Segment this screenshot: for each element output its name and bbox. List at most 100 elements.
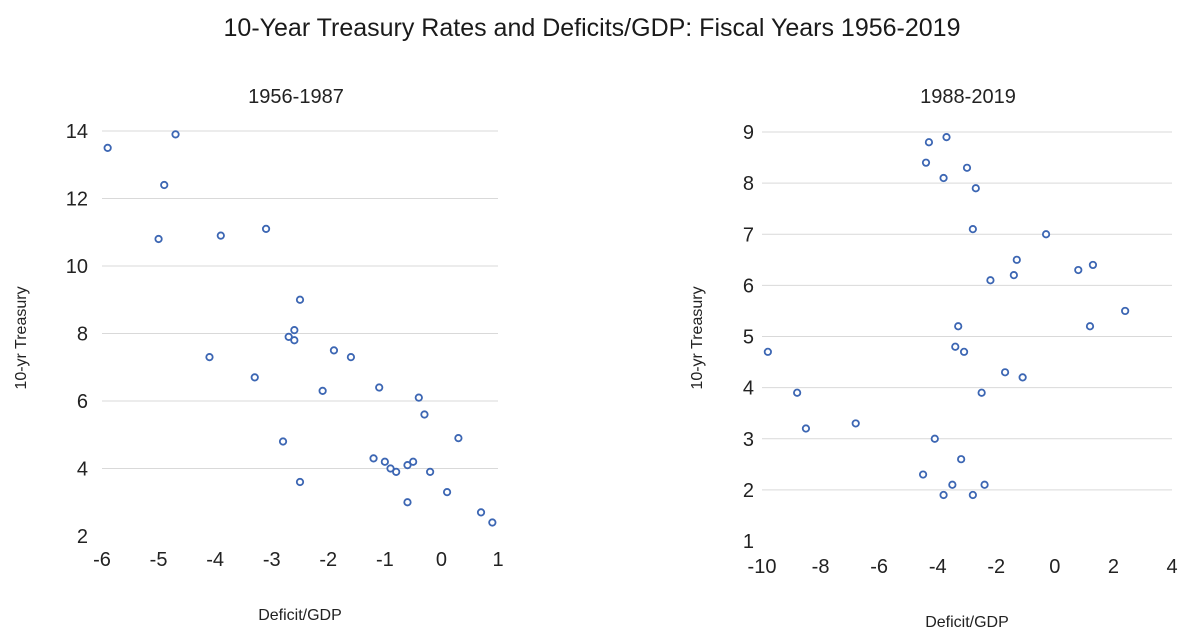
- data-point: [216, 231, 225, 240]
- y-tick-label: 12: [66, 189, 88, 211]
- y-tick-label: 6: [77, 391, 88, 413]
- data-point: [1018, 373, 1027, 382]
- data-point: [763, 347, 772, 356]
- y-tick-label: 6: [743, 275, 754, 297]
- data-point: [918, 470, 928, 479]
- x-tick-label: 2: [1108, 556, 1119, 578]
- y-tick-label: 8: [743, 173, 754, 195]
- x-tick-label: 0: [1049, 556, 1060, 578]
- x-axis-label: Deficit/GDP: [925, 614, 1009, 631]
- y-tick-label: 9: [743, 122, 754, 144]
- x-tick-label: -2: [319, 549, 337, 571]
- data-point: [962, 163, 972, 172]
- y-tick-label: 14: [66, 121, 88, 143]
- y-tick-label: 3: [743, 429, 754, 451]
- data-point: [977, 388, 986, 397]
- data-point: [295, 295, 305, 304]
- data-point: [403, 498, 412, 507]
- y-tick-label: 2: [743, 480, 754, 502]
- data-point: [392, 467, 401, 476]
- data-point: [1041, 230, 1051, 239]
- data-point: [1012, 255, 1021, 264]
- data-point: [290, 336, 299, 345]
- data-point: [250, 373, 259, 382]
- data-point: [403, 461, 412, 470]
- data-point: [329, 346, 339, 355]
- data-point: [924, 138, 934, 147]
- x-tick-label: -10: [748, 556, 777, 578]
- x-tick-label: -4: [206, 549, 224, 571]
- data-point: [160, 180, 169, 190]
- data-point: [420, 410, 429, 419]
- data-point: [957, 455, 966, 464]
- x-tick-label: -3: [263, 549, 281, 571]
- data-point: [942, 133, 951, 142]
- data-point: [290, 326, 299, 335]
- data-point: [154, 234, 163, 244]
- data-point: [939, 173, 948, 183]
- x-tick-label: -6: [870, 556, 888, 578]
- data-point: [968, 490, 977, 500]
- figure-title: 10-Year Treasury Rates and Deficits/GDP:…: [223, 14, 961, 42]
- data-point: [930, 434, 939, 443]
- data-point: [1085, 322, 1095, 331]
- data-point: [103, 143, 112, 152]
- data-point: [369, 454, 378, 463]
- data-point: [1074, 265, 1083, 275]
- data-point: [939, 490, 948, 500]
- data-point: [375, 383, 384, 392]
- data-point: [951, 342, 960, 351]
- y-tick-label: 10: [66, 256, 88, 278]
- data-point: [968, 225, 977, 234]
- chart-right: 1988-2019 1 2 3 4 5 6 7 8 9 -10 -8 -6 -4 -2 0 2 4 Deficit/…: [689, 86, 1178, 631]
- y-tick-label: 5: [743, 327, 754, 349]
- data-point: [948, 480, 957, 489]
- data-point: [1088, 260, 1098, 270]
- y-tick-label: 4: [77, 459, 88, 481]
- data-point: [959, 347, 969, 356]
- x-tick-label: 0: [436, 549, 447, 571]
- y-tick-label: 1: [743, 531, 754, 553]
- data-point: [971, 184, 980, 193]
- data-point: [295, 477, 305, 487]
- y-tick-label: 2: [77, 526, 88, 548]
- data-point: [261, 224, 271, 233]
- data-point: [1009, 271, 1018, 280]
- data-point: [488, 518, 497, 527]
- data-point: [986, 276, 995, 285]
- y-tick-label: 4: [743, 378, 754, 400]
- data-point: [476, 508, 486, 517]
- data-point: [318, 386, 327, 395]
- data-point: [278, 437, 288, 446]
- x-tick-label: -1: [376, 549, 394, 571]
- x-tick-label: -6: [93, 549, 111, 571]
- x-tick-label: -2: [987, 556, 1005, 578]
- y-axis-label: 10-yr Treasury: [689, 286, 706, 389]
- y-tick-label: 7: [743, 224, 754, 246]
- data-point: [284, 332, 293, 341]
- data-point: [426, 467, 435, 476]
- x-tick-label: 1: [492, 549, 503, 571]
- data-point: [954, 322, 963, 331]
- data-point: [921, 158, 931, 167]
- y-axis-label: 10-yr Treasury: [13, 286, 30, 389]
- x-tick-label: -8: [812, 556, 830, 578]
- chart-title: 1956-1987: [248, 86, 344, 108]
- data-point: [205, 353, 214, 362]
- data-point: [171, 130, 180, 139]
- x-tick-label: -4: [929, 556, 947, 578]
- data-point: [454, 434, 463, 443]
- data-point: [346, 353, 356, 362]
- data-point: [801, 424, 811, 433]
- data-point: [380, 457, 389, 466]
- data-point: [1121, 306, 1130, 316]
- y-tick-label: 8: [77, 324, 88, 346]
- x-tick-label: 4: [1166, 556, 1177, 578]
- data-point: [851, 419, 860, 428]
- x-axis-label: Deficit/GDP: [258, 607, 342, 624]
- data-point: [980, 480, 989, 489]
- x-tick-label: -5: [150, 549, 168, 571]
- data-point: [1000, 368, 1010, 377]
- chart-title: 1988-2019: [920, 86, 1016, 108]
- data-point: [442, 488, 452, 497]
